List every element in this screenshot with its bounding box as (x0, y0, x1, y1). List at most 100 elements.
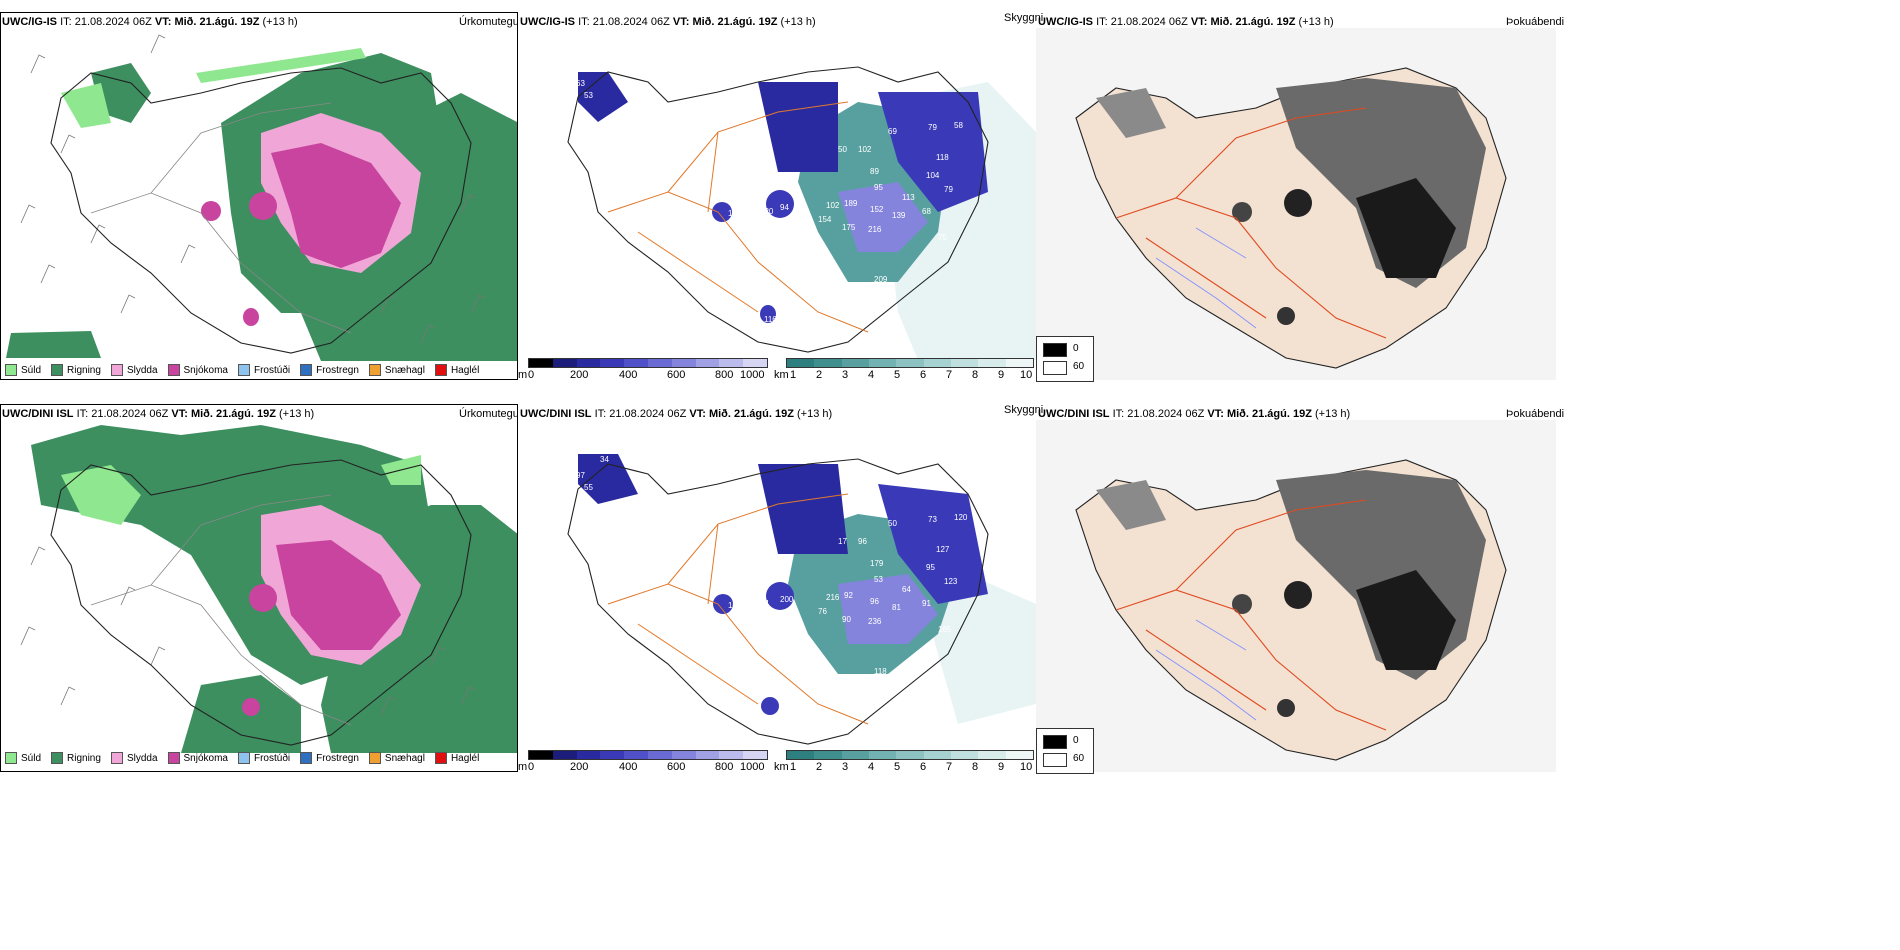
panel-header: UWC/IG-IS IT: 21.08.2024 06Z VT: Mið. 21… (520, 16, 816, 29)
cloud-base-label: 75 (938, 233, 947, 242)
legend-label: Snjókoma (183, 364, 228, 376)
scale-swatch (671, 359, 696, 367)
cloud-base-label: 64 (902, 585, 911, 594)
legend-label: Rigning (67, 752, 101, 764)
scale-swatch (647, 359, 672, 367)
scale-swatch (695, 359, 720, 367)
scale-swatch (552, 359, 577, 367)
cloud-base-label: 50 (888, 519, 897, 528)
fog-legend-label: 0 (1073, 343, 1079, 354)
it-value: 21.08.2024 06Z (592, 16, 670, 28)
panel-header: UWC/DINI ISL IT: 21.08.2024 06Z VT: Mið.… (520, 408, 832, 421)
scale-swatch (787, 751, 815, 759)
it-value: 21.08.2024 06Z (74, 16, 152, 28)
cloud-base-label: 79 (944, 185, 953, 194)
scale-swatch (868, 359, 897, 367)
cloud-base-label: 59 (638, 97, 647, 106)
lead-time: (+13 h) (262, 16, 298, 28)
vt-value: Mið. 21.ágú. 19Z (708, 408, 794, 420)
scale-km-tick: 8 (972, 761, 979, 772)
cloud-base-label: 52 (600, 63, 609, 72)
scale-km-tick: 5 (894, 761, 901, 772)
legend-swatch (300, 752, 313, 764)
cloud-title: Skyggni (1004, 12, 1044, 24)
cloud-base-label: 64 (598, 45, 607, 54)
lead-time: (+13 h) (1314, 408, 1351, 420)
fog-title: Þokuábendi (1506, 16, 1565, 28)
panel-header: UWC/IG-IS IT: 21.08.2024 06Z VT: Mið. 21… (1038, 16, 1334, 29)
cloud-base-label: 111 (728, 209, 741, 218)
cloud-base-label: 108 (732, 221, 746, 230)
legend-item: Súld (5, 752, 41, 764)
legend-label: Frostúði (253, 752, 291, 764)
cloud-base-label: 89 (870, 167, 879, 176)
cloud-base-label: 116 (764, 315, 777, 324)
fog-map-row1 (1036, 28, 1556, 380)
cloud-base-label: 175 (842, 223, 856, 232)
scale-swatch (787, 359, 815, 367)
scale-m-tick: 0 (528, 369, 535, 380)
fog-panel-row2 (1036, 420, 1556, 772)
vt-value: Mið. 21.ágú. 19Z (1226, 408, 1312, 420)
scale-km-tick: 8 (972, 369, 979, 380)
legend-label: Súld (21, 752, 42, 764)
scale-m-tick: 200 (570, 761, 589, 772)
it-label: IT: (578, 16, 590, 28)
cloud-base-label: 92 (844, 591, 853, 600)
scale-swatch (1005, 751, 1033, 759)
it-label: IT: (1112, 408, 1125, 420)
panel-header: UWC/DINI ISL IT: 21.08.2024 06Z VT: Mið.… (1038, 408, 1350, 421)
scale-m-tick: 1000 (740, 369, 765, 380)
cloud-base-label: 102 (826, 201, 840, 210)
scale-km-tick: 10 (1020, 761, 1033, 772)
legend-item: Frostúði (237, 752, 291, 764)
scale-swatch (576, 751, 601, 759)
scale-swatch (868, 751, 897, 759)
scale-m-bar (528, 358, 768, 368)
cloud-base-label: 123 (944, 577, 958, 586)
cloud-base-label: 44 (760, 599, 769, 608)
scale-km-tick: 4 (868, 369, 875, 380)
model-name: UWC/IG-IS (1038, 16, 1093, 28)
legend-item: Súld (5, 364, 41, 376)
scale-km-tick: 4 (868, 761, 875, 772)
cloud-base-label: 107 (728, 601, 742, 610)
vt-value: Mið. 21.ágú. 19Z (692, 16, 778, 28)
precip-map-row1 (1, 13, 517, 361)
cloud-scale-km-row1: km 1 2 3 4 5 6 7 8 9 10 (774, 358, 1036, 380)
scale-m-tick: 200 (570, 369, 589, 380)
legend-item: Rigning (51, 364, 101, 376)
scale-swatch (978, 751, 1006, 759)
scale-km-tick: 6 (920, 761, 927, 772)
scale-swatch (529, 359, 553, 367)
cloud-base-label: 53 (874, 575, 883, 584)
vt-label: VT: (154, 16, 172, 28)
scale-m-tick: 600 (667, 761, 686, 772)
legend-swatch (51, 364, 64, 376)
model-name: UWC/IG-IS (520, 16, 575, 28)
scale-swatch (978, 359, 1006, 367)
cloud-scale-m-row2: m 0 200 400 600 800 1000 (518, 750, 778, 772)
legend-item: Snæhagl (368, 364, 425, 376)
cloud-base-label: 120 (760, 207, 774, 216)
cloud-base-label: 68 (922, 207, 931, 216)
cloud-base-label: 91 (922, 599, 931, 608)
scale-m-tick: 0 (528, 761, 535, 772)
cloud-base-label: 76 (818, 607, 827, 616)
legend-swatch (110, 752, 123, 764)
it-value: 21.08.2024 06Z (91, 408, 169, 420)
fog-legend-row1: 0 60 (1036, 336, 1094, 382)
legend-item: Rigning (51, 752, 101, 764)
precip-title: Úrkomutegund (459, 408, 532, 420)
model-name: UWC/IG-IS (2, 16, 57, 28)
legend-swatch (51, 752, 64, 764)
scale-swatch (950, 751, 979, 759)
legend-label: Snjókoma (183, 752, 228, 764)
legend-swatch (434, 364, 447, 376)
scale-m-bar (528, 750, 768, 760)
legend-label: Haglél (450, 364, 480, 376)
cloud-base-label: 69 (888, 127, 897, 136)
scale-km-tick: 6 (920, 369, 927, 380)
legend-item: Snæhagl (368, 752, 425, 764)
